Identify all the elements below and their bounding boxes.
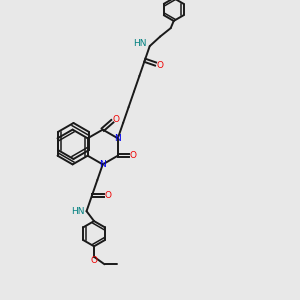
Text: O: O (130, 151, 136, 160)
Text: HN: HN (134, 39, 147, 48)
Text: HN: HN (71, 207, 85, 216)
Text: O: O (105, 191, 112, 200)
Text: N: N (114, 134, 121, 143)
Text: N: N (99, 160, 106, 169)
Text: O: O (113, 115, 120, 124)
Text: O: O (91, 256, 98, 265)
Text: O: O (156, 61, 163, 70)
